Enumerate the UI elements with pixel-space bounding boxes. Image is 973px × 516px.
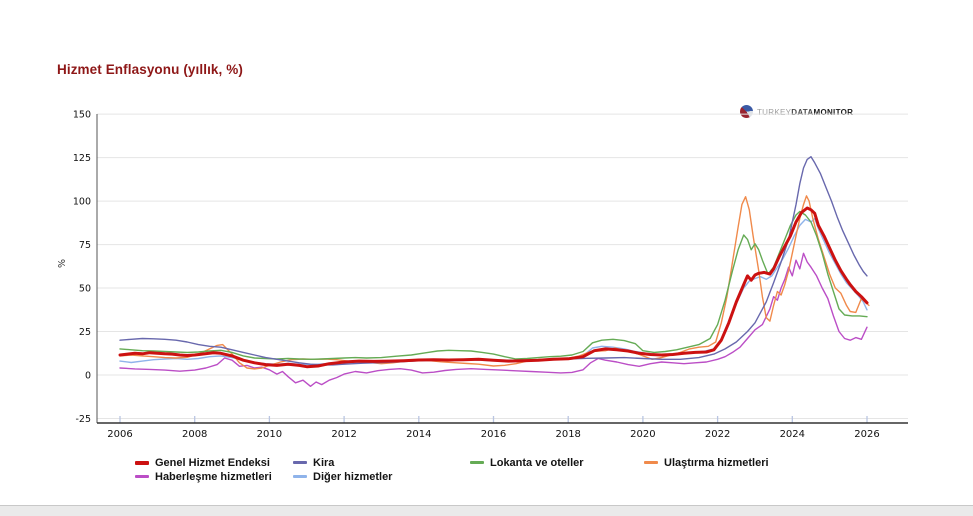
- x-tick-label-2016: 2016: [481, 429, 506, 440]
- legend-swatch-lokanta: [470, 461, 484, 464]
- series-line-genel-hizmet-endeksi: [118, 206, 869, 369]
- legend-label: Diğer hizmetler: [313, 470, 393, 483]
- legend-label: Lokanta ve oteller: [490, 456, 584, 469]
- x-tick-label-2022: 2022: [705, 429, 730, 440]
- y-tick-label-75: 75: [79, 240, 91, 251]
- legend-swatch-ulastirma: [644, 461, 658, 464]
- y-tick-label-150: 150: [73, 110, 91, 121]
- y-tick-label-100: 100: [73, 197, 91, 208]
- x-tick-label-2010: 2010: [257, 429, 282, 440]
- page-title: Hizmet Enflasyonu (yıllık, %): [57, 62, 243, 77]
- legend-item-haberlesme-hizmetleri[interactable]: Haberleşme hizmetleri: [135, 470, 272, 483]
- legend-label: Genel Hizmet Endeksi: [155, 456, 270, 469]
- watermark-text: TURKEYDATAMONITOR: [757, 108, 854, 117]
- y-tick-label-125: 125: [73, 153, 91, 164]
- series-line-di-er-hizmetler: [119, 217, 868, 366]
- legend-item-diger-hizmetler[interactable]: Diğer hizmetler: [293, 470, 392, 483]
- legend-item-ulastirma-hizmetleri[interactable]: Ulaştırma hizmetleri: [644, 456, 769, 469]
- legend-label: Ulaştırma hizmetleri: [664, 456, 769, 469]
- legend-label: Kira: [313, 456, 335, 469]
- legend-swatch-diger: [293, 475, 307, 478]
- legend-swatch-genel: [135, 460, 149, 465]
- x-tick-label-2008: 2008: [182, 429, 207, 440]
- legend-item-lokanta-ve-oteller[interactable]: Lokanta ve oteller: [470, 456, 584, 469]
- legend-swatch-kira: [293, 461, 307, 464]
- window-bottom-edge: [0, 505, 973, 516]
- legend-item-genel-hizmet-endeksi[interactable]: Genel Hizmet Endeksi: [135, 456, 270, 469]
- legend-label: Haberleşme hizmetleri: [155, 470, 272, 483]
- series-line-kira: [119, 155, 868, 366]
- series-line-haberle-me-hizmetleri: [119, 252, 868, 387]
- x-tick-label-2026: 2026: [854, 429, 879, 440]
- y-tick-label--25: -25: [75, 414, 91, 425]
- x-tick-label-2024: 2024: [780, 429, 805, 440]
- x-tick-label-2018: 2018: [555, 429, 580, 440]
- y-tick-label-25: 25: [79, 327, 91, 338]
- x-tick-label-2020: 2020: [630, 429, 655, 440]
- series-line-lokanta-ve-oteller: [119, 210, 868, 360]
- x-tick-label-2012: 2012: [331, 429, 356, 440]
- x-tick-label-2006: 2006: [107, 429, 132, 440]
- y-tick-label-0: 0: [85, 371, 91, 382]
- series-line-ula-t-rma-hizmetleri: [119, 195, 870, 370]
- y-tick-label-50: 50: [79, 284, 91, 295]
- legend-swatch-haberlesme: [135, 475, 149, 478]
- x-tick-label-2014: 2014: [406, 429, 431, 440]
- legend-item-kira[interactable]: Kira: [293, 456, 334, 469]
